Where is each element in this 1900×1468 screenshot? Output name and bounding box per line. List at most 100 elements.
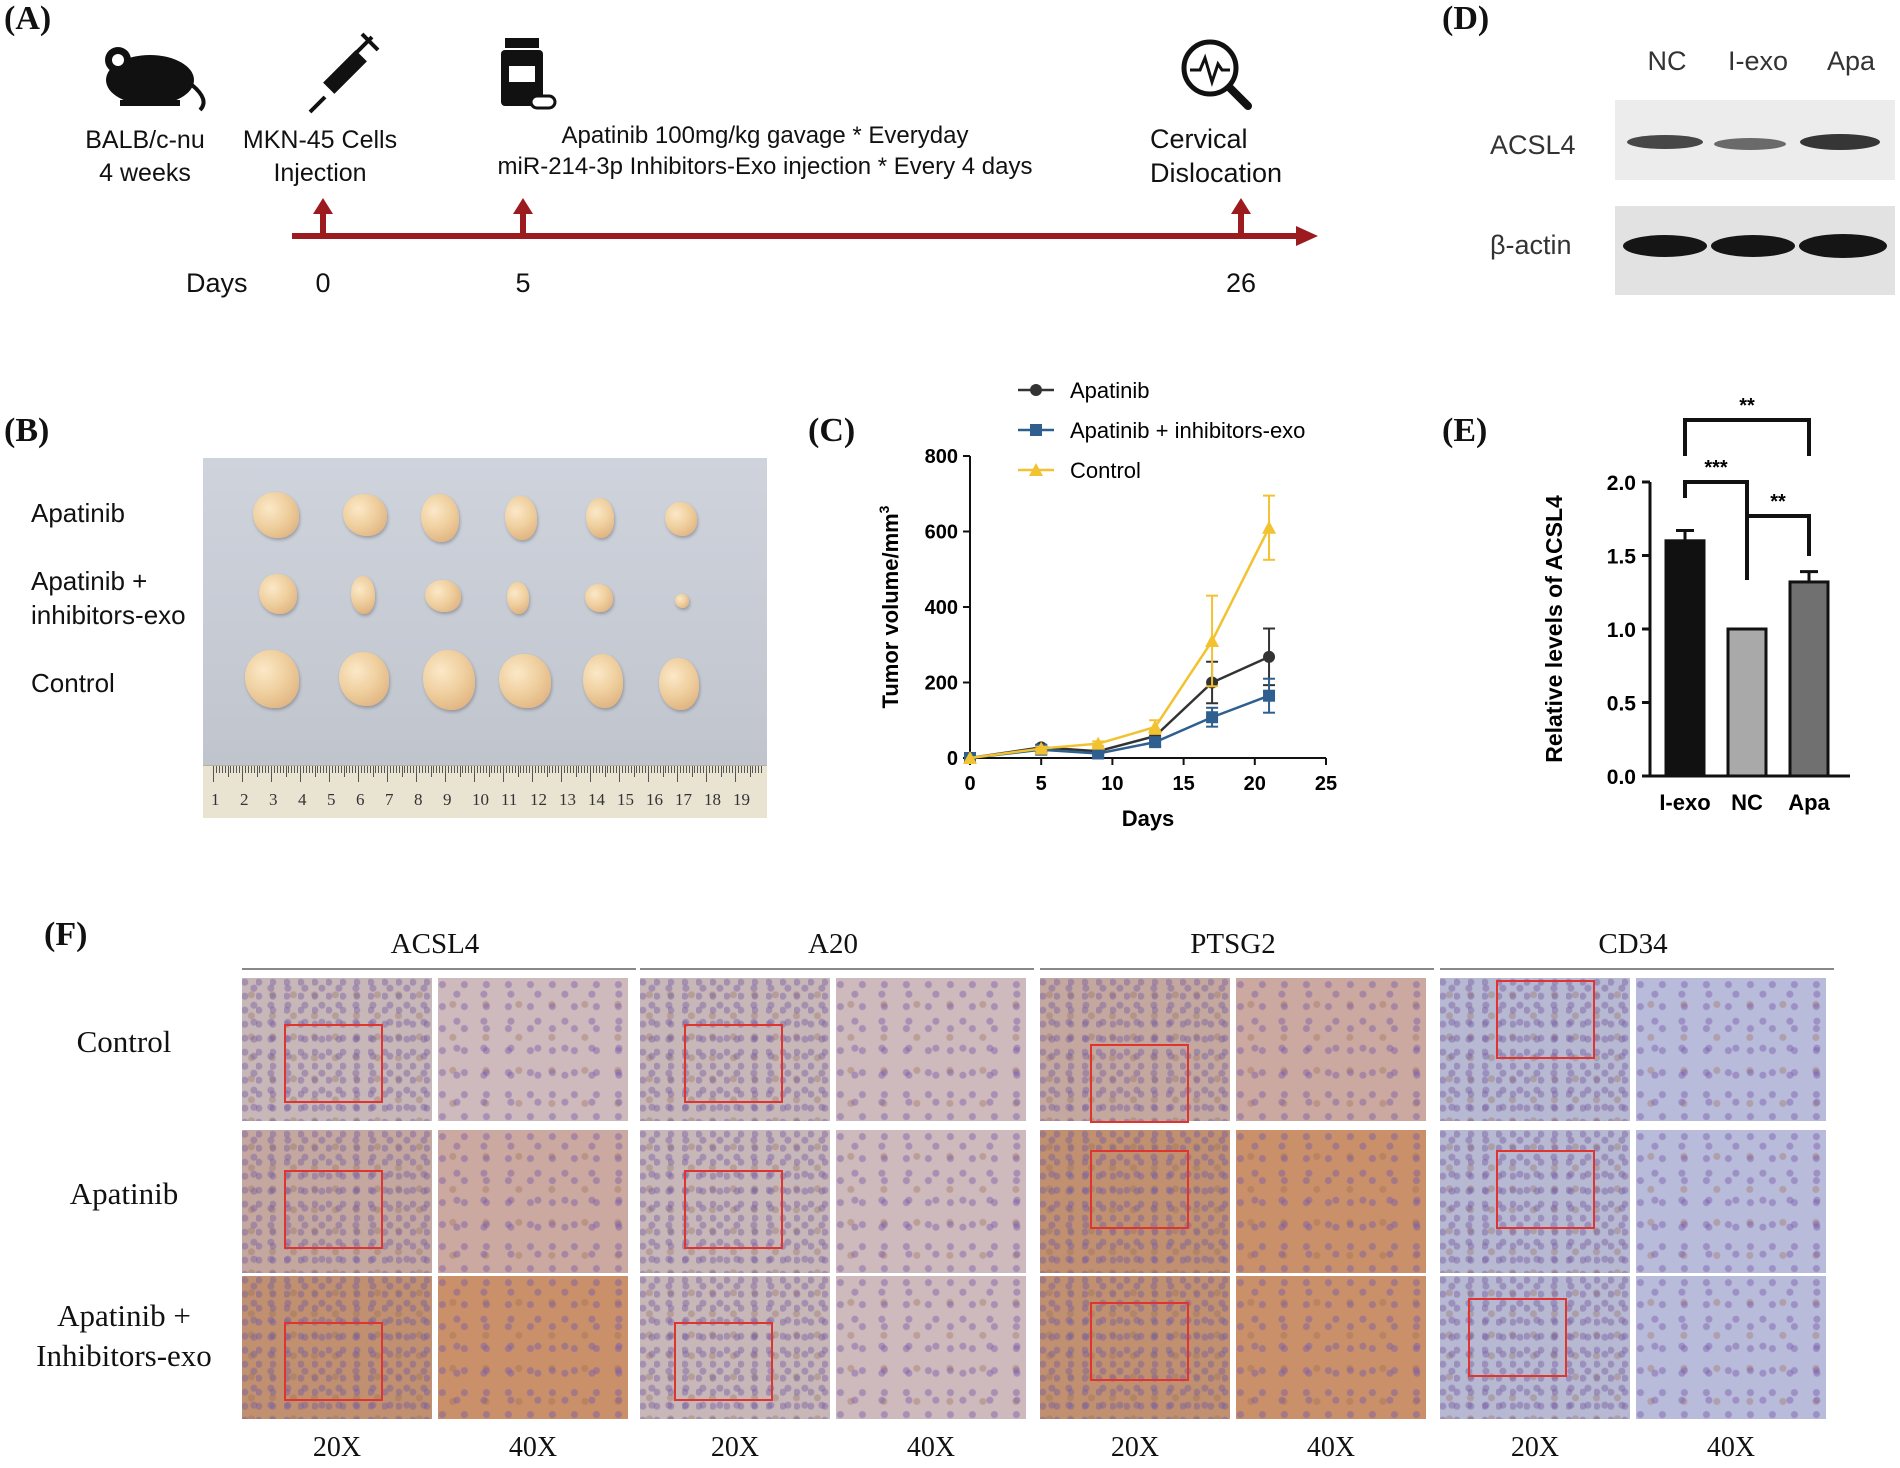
ruler-tick (456, 766, 458, 773)
medicine-bottle-icon (501, 38, 557, 110)
ruler-tick (549, 766, 551, 773)
lane-label-apa: Apa (1826, 46, 1876, 76)
day-0: 0 (315, 268, 331, 298)
ruler-tick (317, 766, 319, 773)
ruler-number: 8 (414, 790, 423, 809)
ruler-tick (494, 766, 496, 773)
ruler-tick (569, 766, 571, 773)
series-line (969, 655, 1270, 760)
cells-label-line2: Injection (273, 159, 367, 187)
ruler-tick (729, 766, 731, 773)
ruler-tick (735, 766, 736, 782)
ruler-tick (288, 766, 290, 773)
ruler-tick (737, 766, 739, 773)
ruler-tick (703, 766, 705, 773)
ruler-tick (340, 766, 342, 773)
data-point (1092, 747, 1105, 760)
ruler-tick (474, 766, 475, 782)
zoom-box (1090, 1150, 1189, 1229)
ruler-tick (723, 766, 725, 773)
row-label-apatinib-inh-2: inhibitors-exo (31, 600, 186, 630)
bar-NC (1726, 627, 1768, 778)
ihc-tile-40x (1236, 1276, 1426, 1419)
x-tick-label: NC (1731, 790, 1763, 815)
ruler-tick (424, 766, 426, 773)
tumor (586, 498, 614, 538)
ruler-tick (273, 766, 275, 773)
ruler-tick (279, 766, 281, 773)
ruler-tick (540, 766, 542, 773)
series-2 (963, 494, 1277, 764)
ruler-tick (711, 766, 713, 773)
ruler-tick (311, 766, 313, 773)
y-tick-label: 0 (947, 748, 958, 770)
ruler-tick (346, 766, 348, 773)
tumor (507, 582, 529, 614)
y-tick-label: 400 (925, 597, 958, 619)
bar-Apa (1788, 580, 1830, 778)
ruler-tick (598, 766, 600, 773)
y-axis-title: Relative levels of ACSL4 (1541, 495, 1567, 763)
ruler-tick (630, 766, 632, 773)
ruler-number: 6 (356, 790, 365, 809)
ruler-tick (462, 766, 464, 773)
treatment-label-line2: miR-214-3p Inhibitors-Exo injection * Ev… (497, 153, 1033, 180)
data-point (963, 751, 977, 764)
ruler-tick (387, 766, 388, 782)
ruler-tick (610, 766, 612, 773)
ihc-tile-20x (640, 1276, 830, 1419)
ruler-tick (265, 766, 267, 773)
ruler-tick (508, 766, 510, 773)
zoom-box (284, 1170, 383, 1249)
ihc-tile-20x (1040, 1276, 1230, 1419)
y-tick-label: 600 (925, 522, 958, 544)
x-tick-label: 5 (1036, 773, 1047, 795)
column-divider (242, 968, 636, 970)
panel-label-e: (E) (1442, 412, 1488, 449)
significance-label: ** (1770, 491, 1786, 513)
day-5: 5 (515, 268, 531, 298)
zoom-box (1496, 980, 1595, 1059)
row-label-line1: Control (76, 1024, 172, 1059)
ruler-tick (534, 766, 536, 773)
days-label: Days (186, 268, 248, 298)
series-0 (964, 627, 1276, 764)
ruler-tick (476, 766, 478, 773)
data-point (1263, 689, 1276, 702)
ruler-tick (282, 766, 284, 773)
ruler-tick (427, 766, 429, 773)
ruler-tick (300, 766, 301, 782)
ruler-tick (360, 766, 362, 773)
ihc-tile-40x (1236, 1130, 1426, 1273)
ruler-tick (256, 766, 258, 777)
ruler-tick (268, 766, 270, 773)
ruler-tick (227, 766, 229, 777)
ihc-tile-40x (836, 978, 1026, 1121)
x-axis-title: Days (1122, 806, 1175, 831)
ihc-row-label: Apatinib (14, 1174, 234, 1214)
ruler-tick (314, 766, 316, 777)
row-label-apatinib-inh-1: Apatinib + (31, 566, 148, 596)
zoom-box (1090, 1302, 1189, 1381)
tumor (253, 492, 299, 538)
band-label-acsl4: ACSL4 (1490, 130, 1576, 160)
data-point (1205, 633, 1220, 647)
ruler-tick (653, 766, 655, 773)
ruler-tick (700, 766, 702, 773)
column-divider (1040, 968, 1434, 970)
ihc-tile-20x (640, 978, 830, 1121)
magnification-label: 40X (508, 1432, 558, 1463)
column-header-cd34: CD34 (1598, 928, 1668, 960)
ruler-tick (276, 766, 278, 773)
row-label-apatinib: Apatinib (31, 498, 125, 528)
ruler-tick (439, 766, 441, 773)
zoom-box (674, 1322, 773, 1401)
mouse-label: BALB/c-nu 4 weeks (60, 124, 230, 190)
ruler-tick (459, 766, 461, 777)
x-tick-label: Apa (1788, 790, 1830, 815)
ruler-tick (337, 766, 339, 773)
ruler-tick (453, 766, 455, 773)
ruler-tick (746, 766, 748, 773)
ruler-tick (578, 766, 580, 773)
magnification-label: 20X (710, 1432, 760, 1463)
